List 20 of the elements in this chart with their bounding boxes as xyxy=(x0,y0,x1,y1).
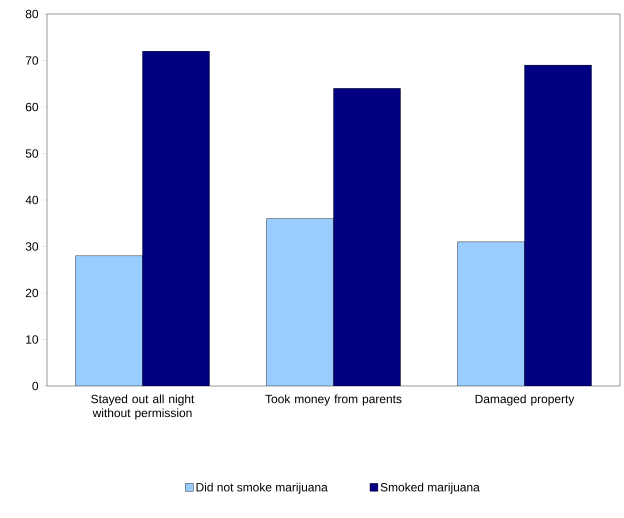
y-tick-label: 60 xyxy=(26,102,38,112)
x-tick-label: Stayed out all night without permission xyxy=(91,394,194,420)
bar xyxy=(333,88,401,386)
x-tick-label: Took money from parents xyxy=(265,394,402,406)
y-tick-label: 80 xyxy=(26,10,38,18)
bar xyxy=(266,218,334,386)
bar xyxy=(457,242,525,386)
bar xyxy=(75,256,143,386)
y-tick-label: 20 xyxy=(26,288,38,298)
y-tick-label: 0 xyxy=(32,382,38,390)
y-tick-label: 10 xyxy=(26,335,38,344)
legend-label: Smoked marijuana xyxy=(380,482,480,494)
y-tick-label: 50 xyxy=(26,149,38,158)
bar xyxy=(524,64,592,386)
y-tick-label: 30 xyxy=(26,242,38,251)
bar xyxy=(142,51,210,386)
y-tick-label: 40 xyxy=(26,196,38,204)
x-tick-label: Damaged property xyxy=(476,394,574,406)
legend-label: Did not smoke marijuana xyxy=(196,482,328,494)
y-tick-label: 70 xyxy=(26,56,38,65)
